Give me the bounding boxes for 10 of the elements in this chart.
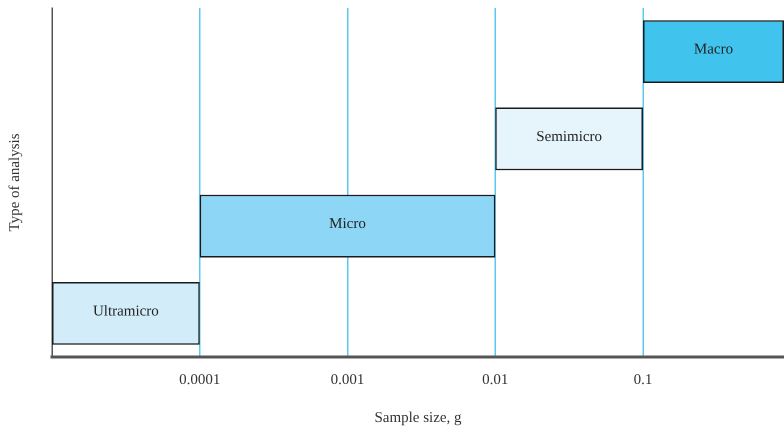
y-tick-label: Ultramicro: [92, 303, 159, 320]
y-tick-label: Micro: [329, 216, 366, 232]
y-axis-title: Type of analysis: [6, 133, 23, 232]
y-tick-label: Macro: [694, 42, 734, 58]
x-tick-label: 0.01: [482, 372, 508, 388]
x-axis-title: Sample size, g: [374, 410, 462, 426]
x-tick-label: 0.0001: [179, 372, 220, 388]
x-tick-label: 0.1: [634, 372, 652, 388]
x-tick-label: 0.001: [330, 372, 364, 388]
y-tick-label: Semimicro: [536, 128, 602, 145]
